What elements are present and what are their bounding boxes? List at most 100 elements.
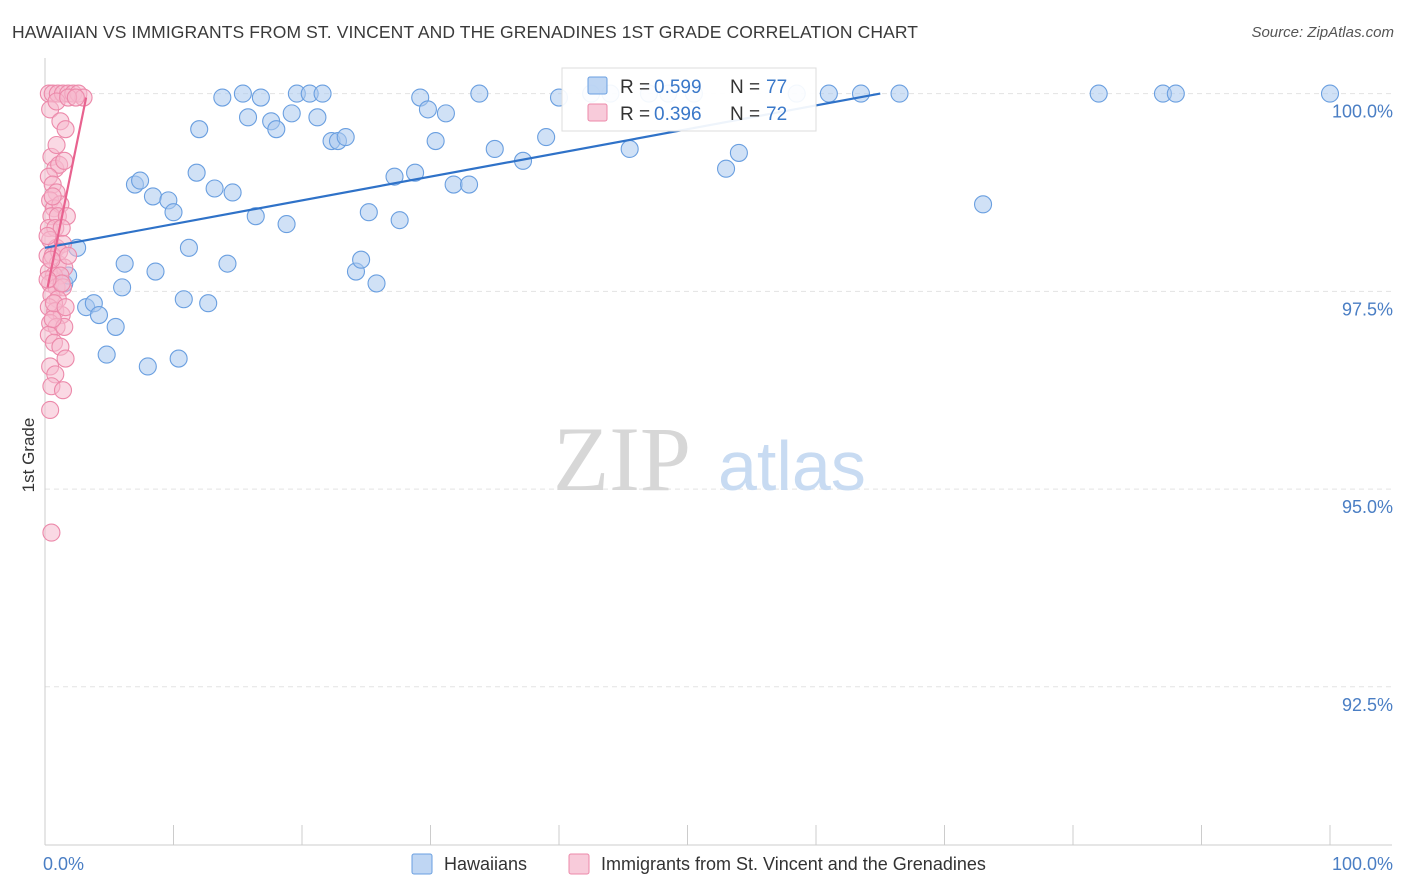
point-0-19 [179,238,198,257]
watermark-zip: ZIP [553,408,691,510]
point-0-41 [336,128,355,147]
series-1-points [38,84,93,542]
legend-r-value-immigrants: 0.396 [654,104,702,125]
y-axis-label: 1st Grade [19,418,38,493]
point-1-62 [38,226,57,246]
series-points [38,84,1340,542]
point-1-56 [53,381,73,400]
point-0-46 [385,167,404,186]
point-0-20 [187,163,206,182]
point-0-69 [819,84,838,103]
point-0-54 [459,175,479,194]
point-0-70 [851,84,871,103]
x-tick-labels: 0.0% 100.0% [43,854,1393,874]
point-0-26 [223,183,242,202]
point-0-25 [218,254,237,273]
bottom-legend-label-hawaiians: Hawaiians [444,854,527,874]
point-1-71 [56,298,75,317]
point-0-71 [890,84,909,103]
point-0-27 [233,84,252,103]
point-1-15 [55,151,74,170]
point-0-29 [246,207,265,226]
point-0-6 [97,345,116,364]
point-0-74 [1166,84,1185,103]
point-0-66 [716,159,736,178]
point-0-16 [164,203,183,222]
source-label: Source: ZipAtlas.com [1251,24,1394,41]
x-tick-label-min: 0.0% [43,854,84,874]
point-0-13 [143,187,162,206]
bottom-legend-label-immigrants: Immigrants from St. Vincent and the Gren… [601,854,986,874]
point-0-22 [199,294,218,313]
bottom-legend-swatch-hawaiians [411,853,433,875]
point-0-28 [238,108,258,127]
y-tick-labels: 100.0% 97.5% 95.0% 92.5% [1332,102,1393,715]
y-tick-label-0: 100.0% [1332,102,1393,122]
y-tick-label-2: 95.0% [1342,497,1393,517]
point-0-75 [1320,84,1340,103]
point-0-23 [205,179,224,198]
trend-line-1 [46,97,88,288]
point-0-53 [444,175,463,194]
stats-legend: R = 0.599 N = 77 R = 0.396 N = 72 [561,67,817,132]
point-0-55 [470,84,489,103]
legend-n-value-hawaiians: 77 [766,77,787,98]
grid-lines [45,93,1392,688]
point-0-47 [390,211,409,230]
point-0-34 [282,104,301,123]
point-0-33 [277,215,296,234]
point-0-48 [406,163,425,182]
bottom-legend: Hawaiians Immigrants from St. Vincent an… [411,853,986,875]
point-0-38 [308,108,327,127]
point-0-44 [359,203,378,222]
point-0-18 [174,290,193,309]
point-0-17 [169,349,188,368]
x-tick-label-max: 100.0% [1332,854,1393,874]
point-1-70 [38,270,57,289]
point-1-57 [41,400,60,420]
point-1-68 [43,187,62,206]
y-tick-label-3: 92.5% [1342,695,1393,715]
point-0-32 [267,120,286,139]
watermark-atlas: atlas [718,427,866,505]
point-0-21 [190,120,209,139]
point-0-45 [367,274,386,293]
point-0-37 [313,84,332,103]
point-1-67 [47,135,66,155]
point-1-61 [43,309,62,329]
point-1-58 [42,523,61,542]
point-0-50 [418,100,437,119]
point-0-12 [138,357,157,376]
point-0-56 [485,139,504,159]
point-0-11 [131,171,150,190]
point-0-58 [537,128,556,147]
point-0-30 [251,88,270,107]
legend-r-label-immigrants: R = [620,104,650,125]
point-0-62 [620,139,639,159]
point-1-11 [56,120,75,139]
point-0-14 [146,262,165,281]
point-0-5 [89,306,109,325]
legend-n-label-immigrants: N = [730,104,760,125]
point-0-8 [113,278,132,297]
legend-n-label-hawaiians: N = [730,77,760,98]
point-0-52 [436,104,455,123]
point-0-24 [213,88,232,107]
point-0-43 [352,250,371,269]
point-1-60 [66,88,85,107]
point-0-7 [106,317,125,336]
point-0-9 [115,254,134,273]
point-0-51 [426,132,445,151]
y-tick-label-1: 97.5% [1342,299,1393,319]
legend-r-value-hawaiians: 0.599 [654,77,702,98]
legend-swatch-hawaiians [587,76,608,95]
point-0-67 [729,143,748,162]
chart-title: HAWAIIAN VS IMMIGRANTS FROM ST. VINCENT … [12,22,919,42]
point-0-76 [1089,84,1108,103]
legend-swatch-immigrants [587,103,608,122]
point-0-72 [973,195,993,214]
bottom-legend-swatch-immigrants [568,853,590,875]
point-1-52 [56,349,75,368]
legend-n-value-immigrants: 72 [766,104,787,125]
